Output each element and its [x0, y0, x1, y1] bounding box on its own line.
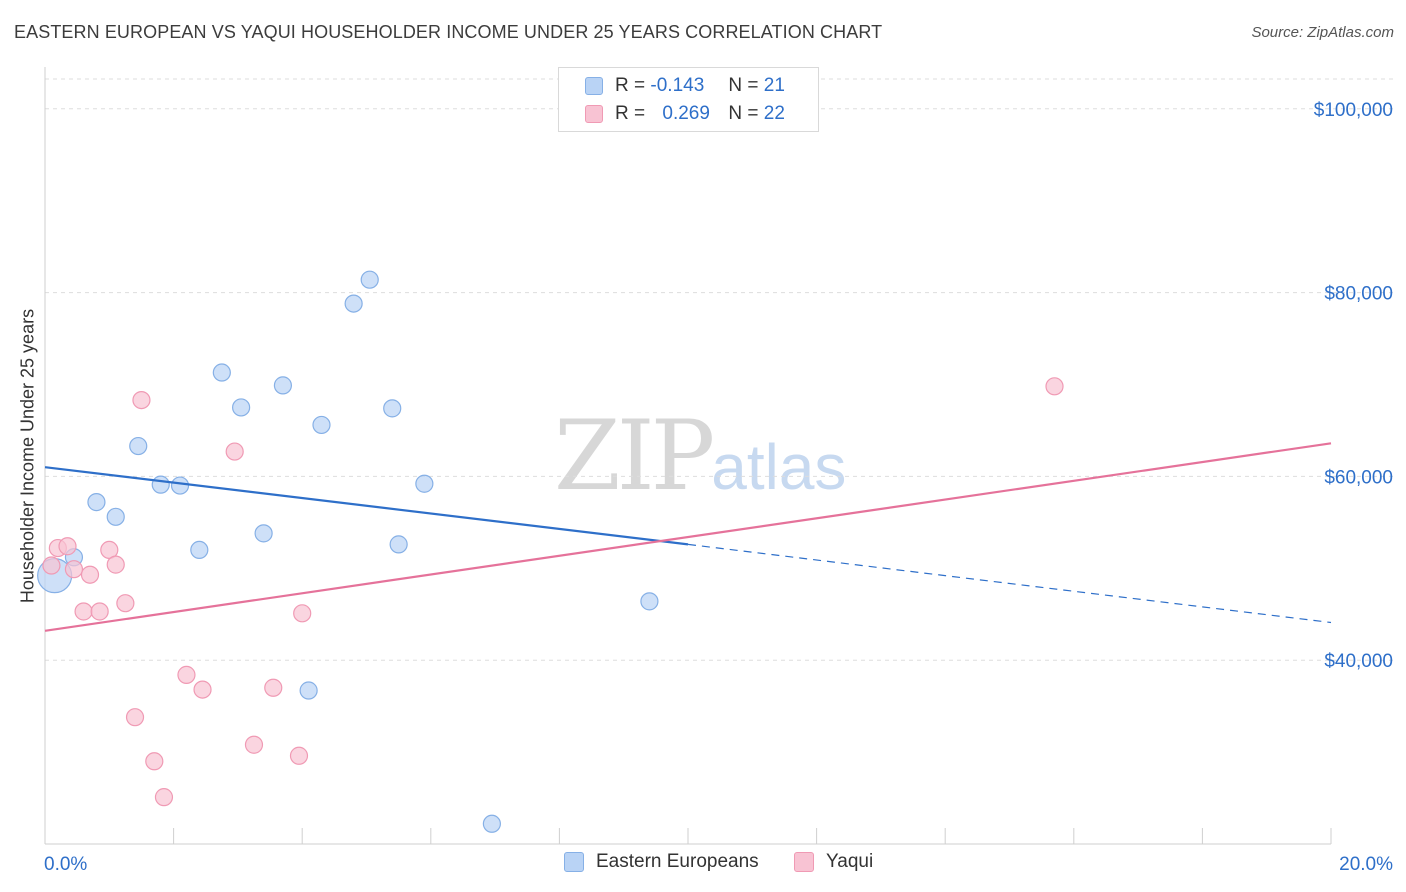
- x-tick-label: 0.0%: [44, 854, 87, 875]
- eastern-europeans-point: [232, 398, 251, 417]
- eastern-europeans-point: [190, 540, 209, 560]
- source-credit: Source: ZipAtlas.com: [1251, 24, 1394, 41]
- y-tick-label: $60,000: [1324, 467, 1393, 488]
- legend-item-yaqui: Yaqui: [794, 851, 873, 873]
- eastern-europeans-point: [312, 415, 331, 435]
- y-axis-label: Householder Income Under 25 years: [17, 308, 38, 604]
- eastern-europeans-point: [389, 535, 408, 554]
- r-value: 0.269: [662, 103, 710, 124]
- yaqui-point: [177, 665, 196, 684]
- yaqui-point: [193, 680, 212, 699]
- correlation-row-eastern-europeans: R = -0.143 N = 21: [585, 73, 785, 99]
- eastern-europeans-point: [87, 493, 106, 512]
- watermark-atlas: atlas: [711, 431, 847, 503]
- y-tick-label: $100,000: [1314, 100, 1393, 121]
- eastern-europeans-point: [640, 592, 659, 611]
- r-value: -0.143: [650, 75, 705, 96]
- eastern-europeans-point: [212, 363, 231, 382]
- n-label: N =: [728, 103, 759, 124]
- yaqui-point: [106, 555, 125, 574]
- legend-label: Yaqui: [826, 851, 874, 872]
- eastern-europeans-point: [129, 436, 148, 456]
- yaqui-point: [154, 788, 174, 807]
- yaqui-point: [58, 537, 77, 556]
- yaqui-point: [1045, 377, 1064, 396]
- yaqui-point: [116, 594, 135, 613]
- yaqui-point: [80, 565, 100, 584]
- eastern-europeans-point: [254, 524, 273, 543]
- eastern-europeans-point: [344, 294, 363, 313]
- eastern-europeans-point: [415, 474, 434, 493]
- eastern-europeans-point: [299, 681, 318, 700]
- yaqui-point: [225, 442, 244, 461]
- yaqui-legend-swatch: [794, 852, 814, 872]
- eastern-europeans-trendline: [44, 466, 689, 546]
- r-label: R =: [615, 75, 646, 96]
- eastern-europeans-trendline-extension: [687, 543, 1332, 624]
- chart-title: EASTERN EUROPEAN VS YAQUI HOUSEHOLDER IN…: [14, 22, 883, 42]
- yaqui-point: [264, 678, 283, 697]
- yaqui-trendline: [44, 442, 1332, 632]
- yaqui-point: [90, 602, 109, 621]
- legend-label: Eastern Europeans: [596, 851, 759, 872]
- eastern-europeans-swatch: [585, 77, 603, 95]
- r-label: R =: [615, 103, 646, 124]
- yaqui-point: [244, 735, 264, 754]
- eastern-europeans-point: [151, 475, 170, 494]
- eastern-europeans-point: [360, 270, 379, 289]
- eastern-europeans-point: [106, 507, 125, 526]
- n-label: N =: [728, 75, 759, 96]
- eastern-europeans-point: [383, 399, 402, 418]
- yaqui-point: [132, 391, 151, 410]
- correlation-row-yaqui: R = 0.269 N = 22: [585, 101, 785, 127]
- yaqui-point: [125, 708, 145, 727]
- yaqui-point: [293, 604, 312, 623]
- yaqui-point: [64, 560, 84, 579]
- x-tick-label: 20.0%: [1339, 854, 1393, 875]
- yaqui-point: [74, 602, 93, 621]
- watermark-zip: ZIP: [554, 400, 715, 512]
- yaqui-point: [145, 752, 164, 771]
- watermark: ZIPatlas: [554, 400, 846, 512]
- legend-item-eastern-europeans: Eastern Europeans: [564, 851, 759, 873]
- n-value: 21: [763, 75, 785, 96]
- yaqui-point: [289, 746, 309, 765]
- eastern-europeans-legend-swatch: [564, 852, 584, 872]
- yaqui-point: [42, 556, 61, 575]
- n-value: 22: [763, 103, 785, 124]
- yaqui-swatch: [585, 105, 603, 123]
- eastern-europeans-point: [273, 376, 293, 395]
- correlation-legend: R = -0.143 N = 21 R = 0.269 N = 22: [558, 67, 819, 132]
- y-tick-label: $40,000: [1324, 651, 1393, 672]
- eastern-europeans-point: [170, 476, 190, 495]
- eastern-europeans-point: [482, 814, 501, 833]
- y-tick-label: $80,000: [1324, 284, 1393, 305]
